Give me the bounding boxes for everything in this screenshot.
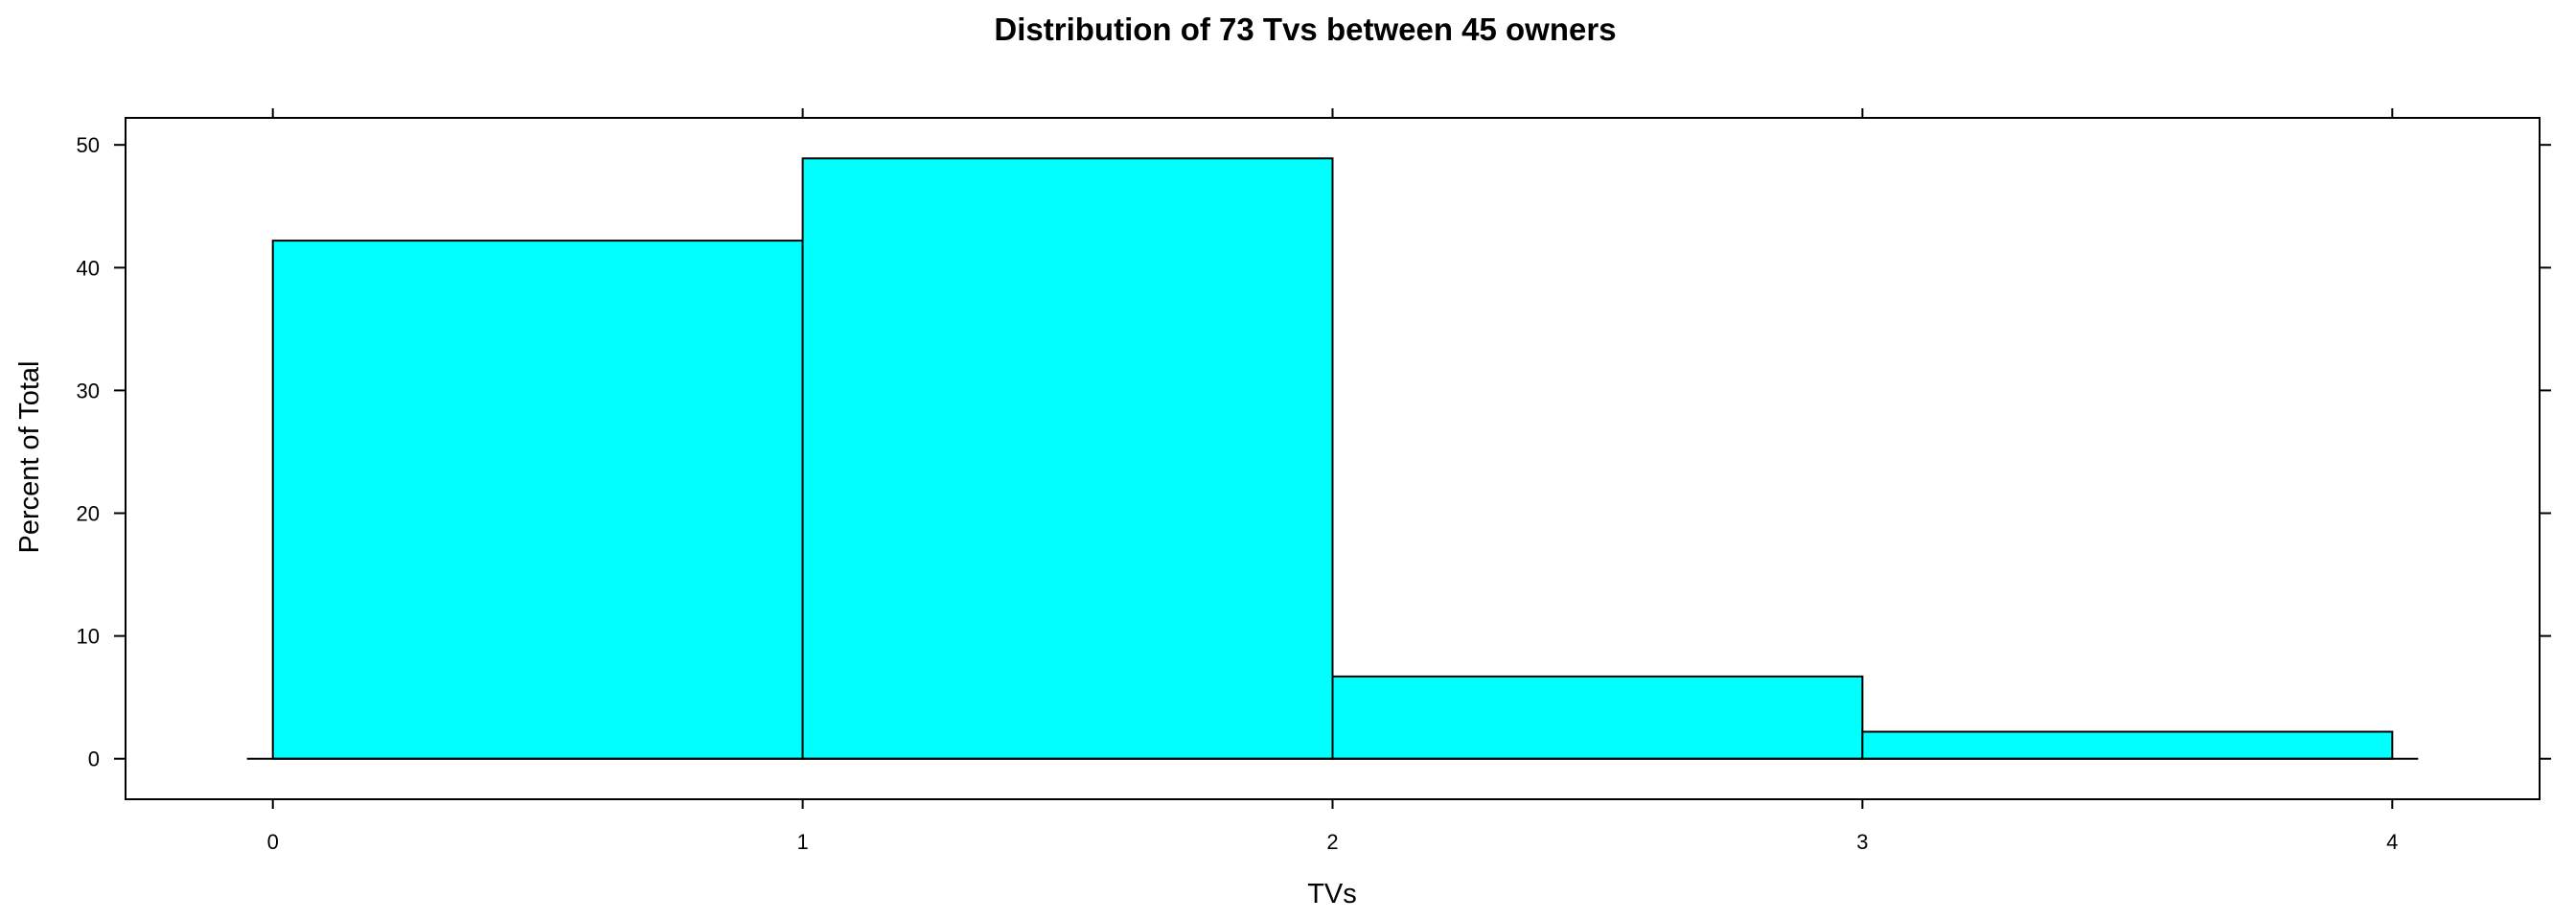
histogram-bar-0 (271, 240, 804, 760)
y-axis-label: Percent of Total (14, 361, 45, 554)
x-tick-label-3: 3 (1856, 830, 1868, 854)
x-tick-label-2: 2 (1326, 830, 1338, 854)
y-tick-label-1: 10 (77, 625, 100, 649)
x-axis-label: TVs (1307, 879, 1357, 909)
y-tick-label-0: 0 (88, 748, 100, 771)
chart-title: Distribution of 73 Tvs between 45 owners (994, 12, 1616, 47)
y-tick-label-2: 20 (77, 502, 100, 526)
x-axis-ticks: 0 1 2 3 4 (267, 108, 2398, 854)
histogram-bar-3 (1861, 730, 2394, 760)
y-axis-ticks: 0 10 20 30 40 50 (77, 133, 2551, 771)
bars-group (271, 157, 2394, 760)
y-tick-label-5: 50 (77, 133, 100, 157)
y-tick-label-4: 40 (77, 256, 100, 280)
x-tick-label-0: 0 (267, 830, 279, 854)
x-tick-label-4: 4 (2386, 830, 2398, 854)
x-tick-label-1: 1 (796, 830, 808, 854)
y-tick-label-3: 30 (77, 379, 100, 402)
histogram-bar-1 (801, 157, 1334, 760)
histogram-bar-2 (1331, 675, 1864, 760)
